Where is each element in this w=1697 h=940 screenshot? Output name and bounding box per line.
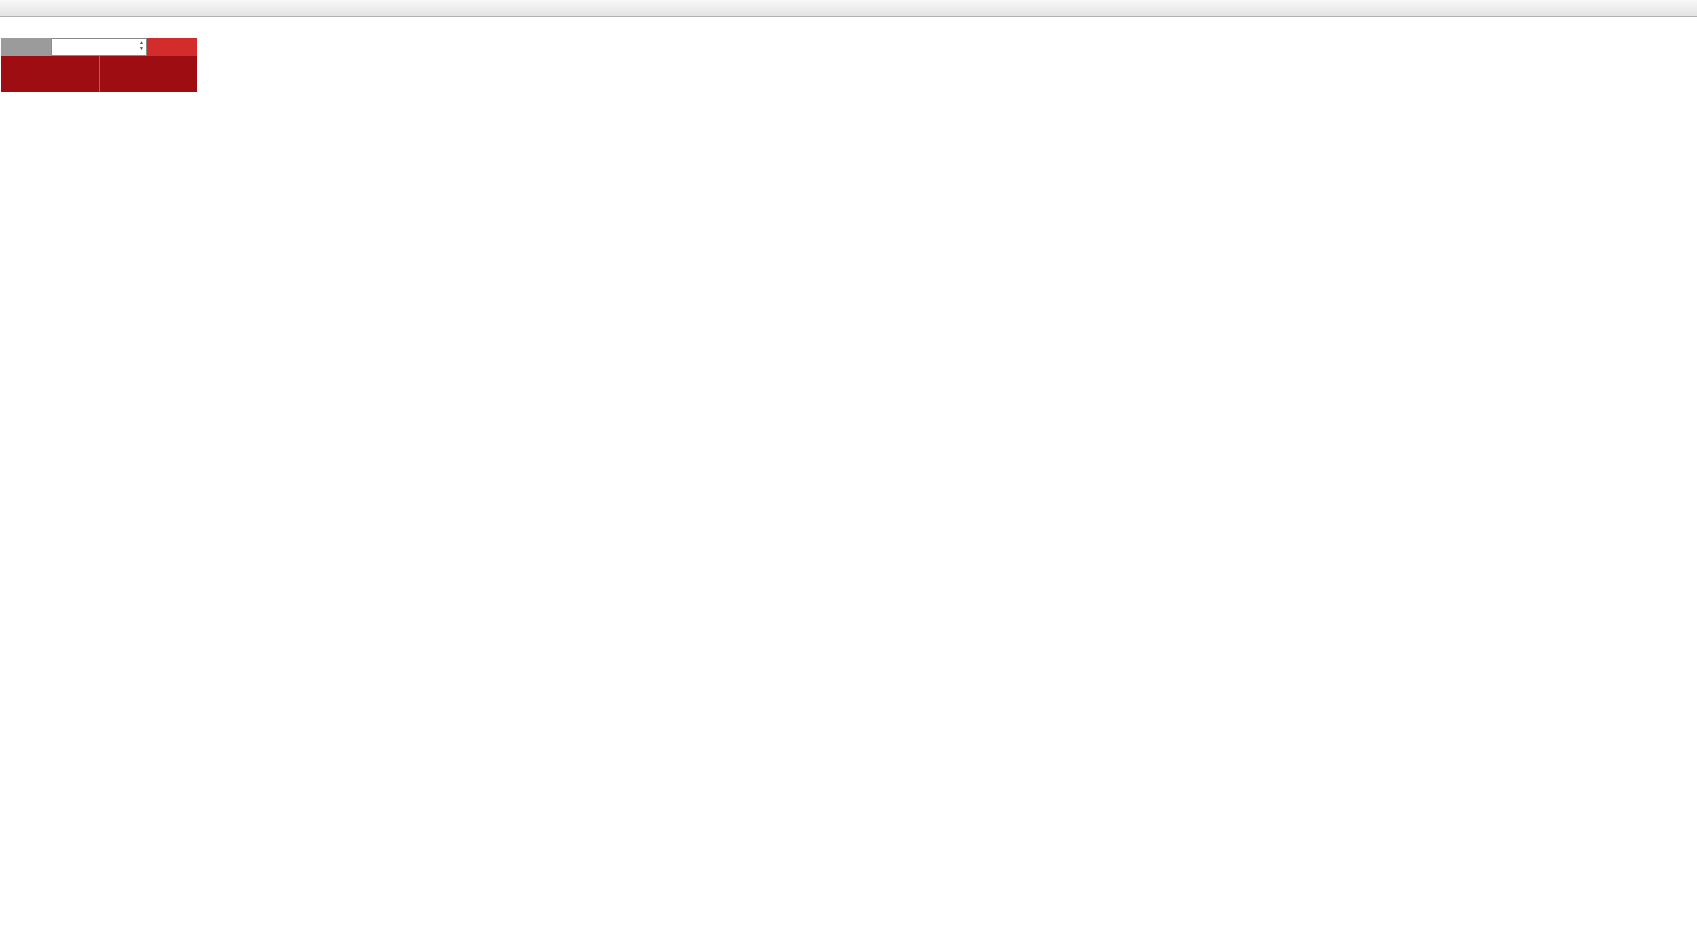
trade-panel-header: ▲ ▼ bbox=[1, 38, 197, 56]
bid-price-button[interactable] bbox=[1, 56, 99, 92]
toolbar bbox=[0, 0, 1697, 17]
volume-input[interactable]: ▲ ▼ bbox=[51, 38, 147, 56]
sell-button[interactable] bbox=[1, 38, 51, 56]
volume-stepper[interactable]: ▲ ▼ bbox=[139, 40, 144, 52]
rsi-indicator-label bbox=[4, 697, 10, 709]
ask-price-button[interactable] bbox=[98, 56, 197, 92]
stepper-down-icon[interactable]: ▼ bbox=[139, 45, 144, 52]
one-click-trading-panel: ▲ ▼ bbox=[1, 38, 197, 92]
trade-panel-prices bbox=[1, 56, 197, 92]
stepper-up-icon[interactable]: ▲ bbox=[139, 40, 144, 46]
chart-ohlc-readout bbox=[6, 21, 36, 33]
macd-indicator-label bbox=[4, 534, 16, 546]
buy-button[interactable] bbox=[147, 38, 197, 56]
